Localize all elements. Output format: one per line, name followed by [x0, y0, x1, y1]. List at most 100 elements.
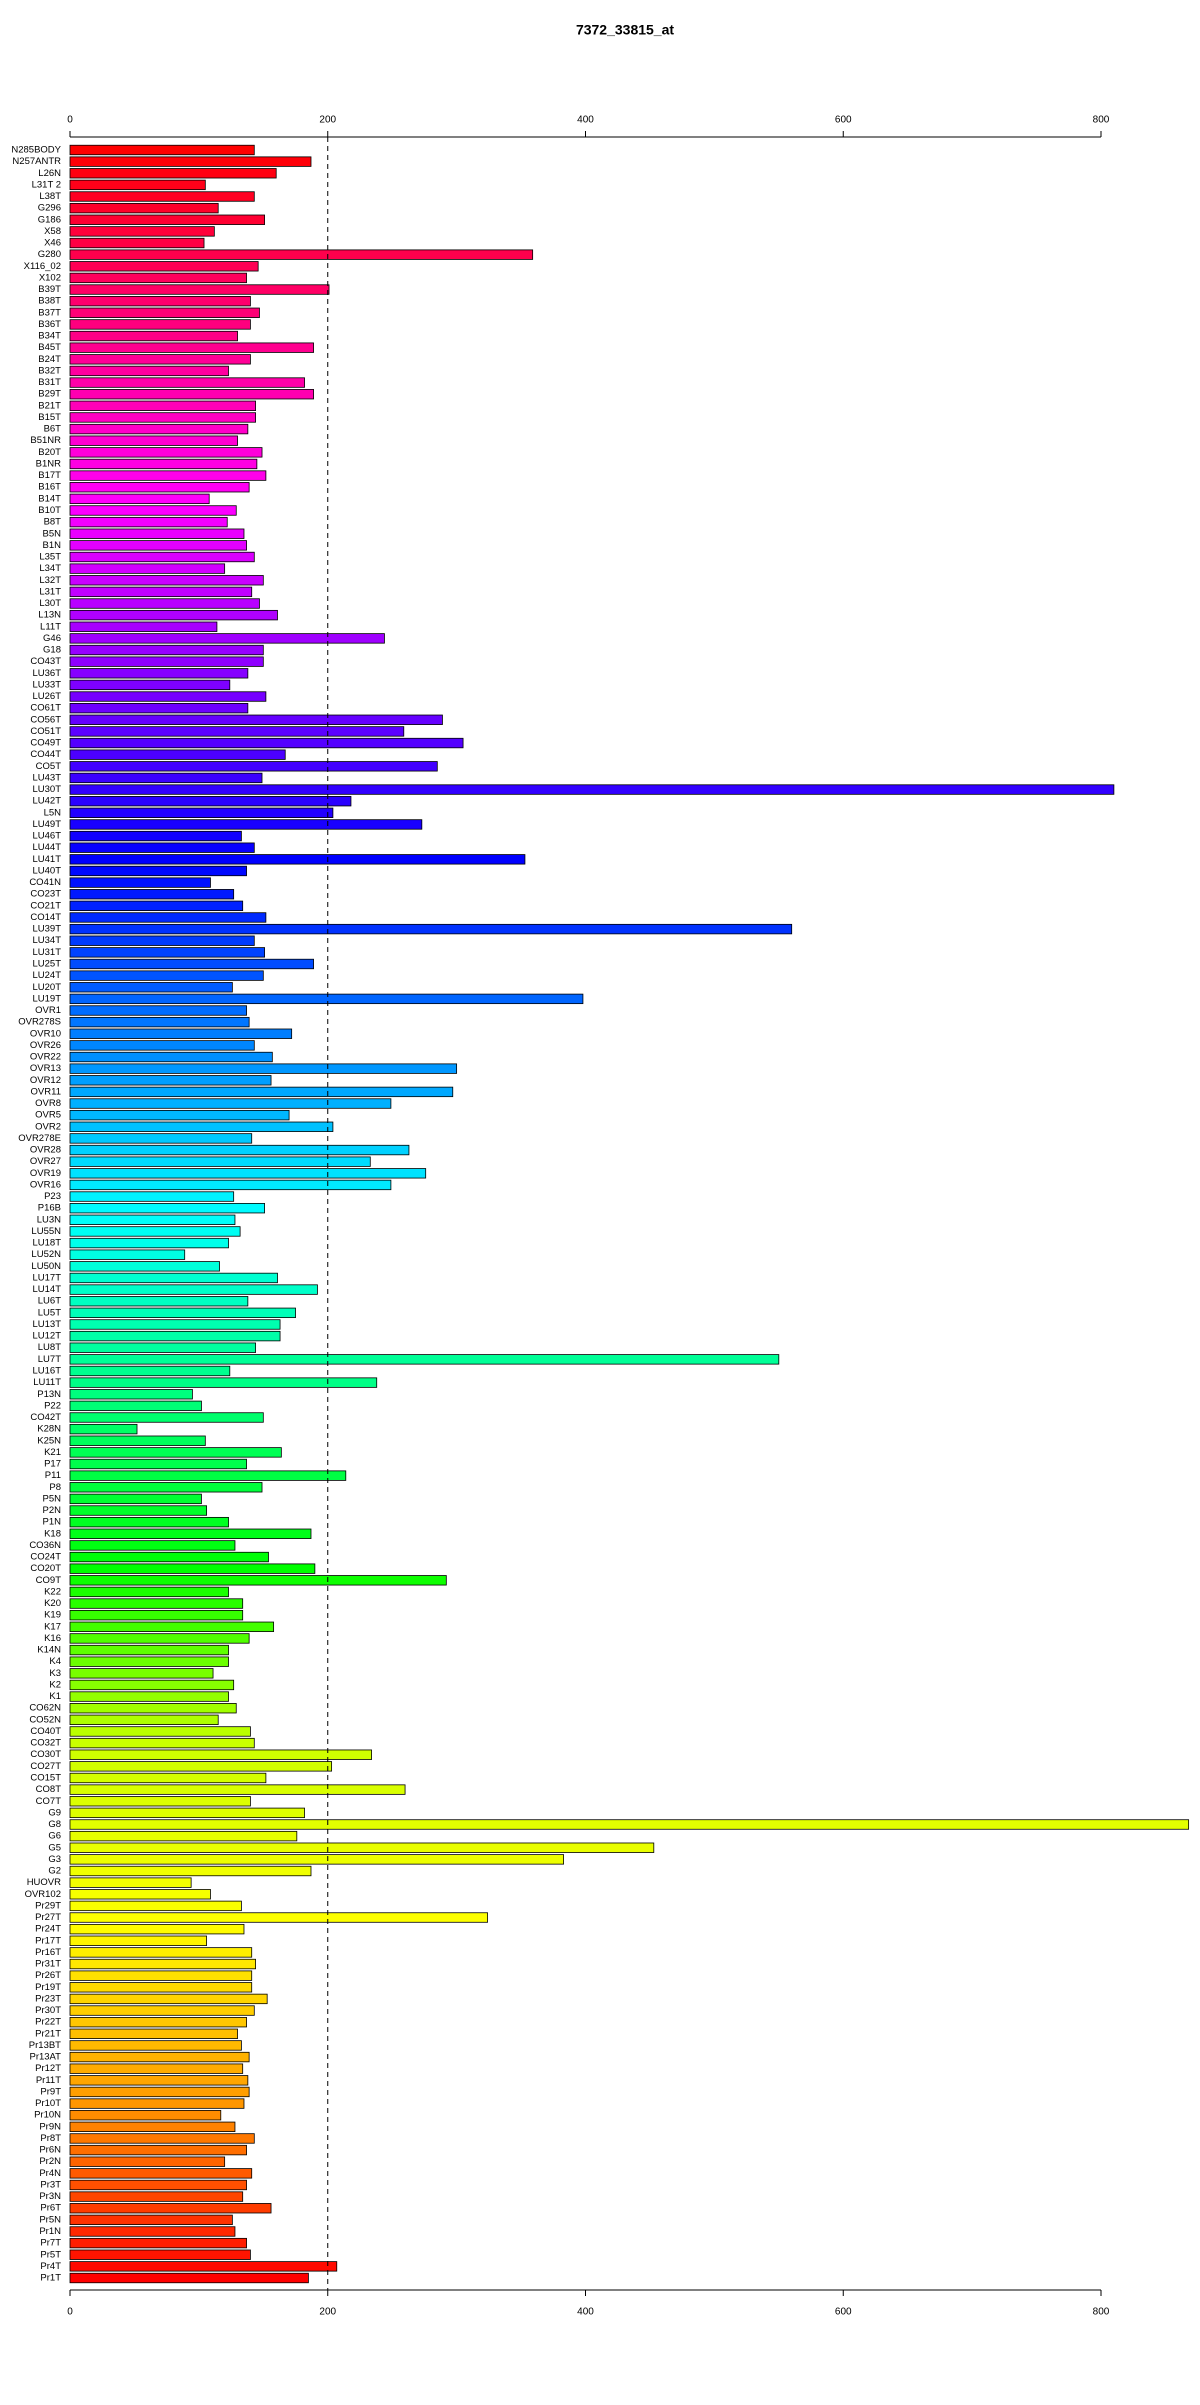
y-tick-label: CO15T — [30, 1772, 61, 1783]
y-tick-label: OVR10 — [30, 1028, 61, 1039]
bar — [69, 796, 352, 807]
bar — [69, 1307, 296, 1319]
y-tick-label: K14N — [37, 1645, 61, 1656]
bar — [69, 1330, 281, 1342]
bar — [69, 284, 330, 295]
bar — [69, 412, 256, 423]
y-tick-label: CO51T — [30, 726, 61, 737]
y-tick-label: OVR19 — [30, 1168, 61, 1179]
y-tick-label: N285BODY — [11, 145, 61, 156]
y-tick-label: B29T — [38, 389, 61, 400]
bar — [69, 609, 278, 621]
y-tick-label: LU40T — [32, 865, 61, 876]
y-tick-label: CO5T — [36, 761, 62, 772]
bar — [69, 1516, 229, 1528]
bar — [69, 1284, 318, 1295]
bar — [69, 1063, 458, 1074]
y-tick-label: LU33T — [32, 679, 61, 690]
y-tick-label: LU26T — [32, 691, 61, 702]
y-tick-label: Pr4T — [40, 2261, 61, 2272]
bar — [69, 1900, 242, 1912]
bar — [69, 656, 264, 667]
bar — [69, 1005, 247, 1016]
bar — [69, 1109, 290, 1121]
y-tick-label: K28N — [37, 1424, 61, 1435]
y-tick-label: B34T — [38, 331, 61, 342]
bar — [69, 1191, 235, 1202]
bar — [69, 1098, 392, 1109]
bar — [69, 1051, 273, 1063]
bar — [69, 1133, 253, 1144]
bar — [69, 1377, 378, 1388]
bar — [69, 2226, 236, 2237]
y-tick-label: G186 — [38, 214, 61, 225]
y-tick-label: CO32T — [30, 1738, 61, 1749]
bar — [69, 912, 267, 923]
bar — [69, 540, 247, 551]
bar — [69, 1575, 447, 1586]
bar — [69, 1865, 312, 1877]
bar — [69, 2191, 244, 2202]
bar — [69, 1807, 305, 1819]
x-tick-label: 0 — [67, 2307, 73, 2318]
y-tick-label: OVR26 — [30, 1040, 61, 1051]
bar — [69, 1354, 780, 1365]
bar — [69, 2110, 222, 2121]
bar — [69, 1040, 255, 1051]
y-tick-label: LU42T — [32, 796, 61, 807]
bar — [69, 714, 443, 725]
y-tick-label: HUOVR — [27, 1877, 61, 1888]
bar — [69, 1703, 237, 1714]
bar — [69, 400, 256, 411]
y-tick-label: OVR28 — [30, 1145, 61, 1156]
bar — [69, 1400, 202, 1412]
bar — [69, 458, 258, 470]
chart-title: 7372_33815_at — [576, 22, 674, 38]
y-tick-label: OVR2 — [35, 1121, 61, 1132]
y-tick-label: Pr10N — [34, 2110, 61, 2121]
bar — [69, 470, 267, 481]
y-tick-label: B45T — [38, 342, 61, 353]
bar — [69, 2121, 236, 2132]
bar — [69, 1796, 251, 1807]
bar — [69, 586, 253, 598]
y-tick-label: L31T — [39, 586, 61, 597]
y-tick-label: K20 — [44, 1598, 61, 1609]
bar — [69, 191, 255, 202]
y-tick-label: OVR22 — [30, 1052, 61, 1063]
y-tick-label: LU30T — [32, 784, 61, 795]
y-tick-label: CO42T — [30, 1412, 61, 1423]
bar — [69, 389, 314, 400]
bar — [69, 1412, 264, 1423]
y-tick-label: Pr23T — [35, 1993, 61, 2004]
x-tick-label: 200 — [319, 2307, 336, 2318]
bar — [69, 1586, 229, 1598]
y-tick-label: N257ANTR — [12, 156, 61, 167]
y-tick-label: B17T — [38, 470, 61, 481]
y-tick-label: CO14T — [30, 912, 61, 923]
bar — [69, 2133, 255, 2144]
y-tick-label: LU18T — [32, 1238, 61, 1249]
bar — [69, 1610, 244, 1621]
y-tick-label: B15T — [38, 412, 61, 423]
bar — [69, 1912, 488, 1923]
bar — [69, 1272, 278, 1284]
y-tick-label: LU39T — [32, 924, 61, 935]
y-tick-label: OVR278E — [18, 1133, 61, 1144]
bar — [69, 214, 266, 225]
bar — [69, 1016, 250, 1028]
y-tick-label: Pr1T — [40, 2273, 61, 2284]
bar — [69, 2075, 249, 2086]
bar — [69, 1528, 312, 1539]
bar — [69, 621, 218, 632]
y-tick-label: K4 — [49, 1656, 61, 1667]
bar — [69, 1842, 655, 1853]
y-tick-label: X116_02 — [24, 261, 61, 272]
y-tick-label: L35T — [39, 552, 61, 563]
bar — [69, 842, 255, 853]
bar — [69, 342, 314, 353]
bar — [69, 1121, 334, 1132]
y-tick-label: OVR5 — [35, 1110, 61, 1121]
y-tick-label: LU13T — [32, 1319, 61, 1330]
y-tick-label: Pr24T — [35, 1924, 61, 1935]
